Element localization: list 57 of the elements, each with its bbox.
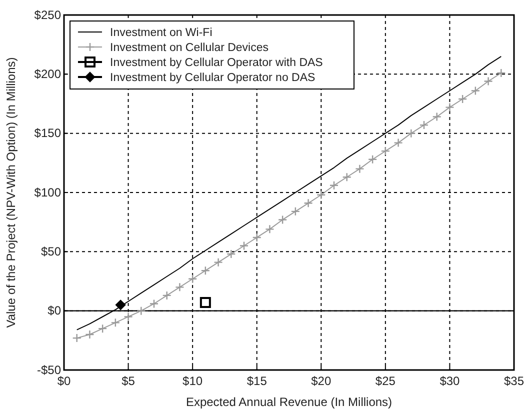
x-tick-label: $0: [57, 374, 71, 388]
point: [175, 282, 184, 292]
y-tick-label: -$50: [36, 362, 62, 377]
point: [394, 138, 403, 148]
point: [110, 318, 120, 328]
y-tick-label: $100: [34, 185, 62, 200]
y-axis-title: Value of the Project (NPV-With Option) (In Millions): [4, 57, 18, 328]
point: [368, 154, 378, 164]
point: [85, 330, 94, 340]
point: [380, 146, 390, 156]
point: [239, 241, 249, 250]
point: [484, 76, 493, 86]
y-tick-label: $250: [34, 8, 62, 22]
x-tick-label: $10: [182, 374, 203, 388]
point: [162, 290, 172, 300]
point: [72, 333, 82, 343]
x-tick-label: $20: [311, 374, 332, 388]
point: [470, 86, 480, 96]
y-tick-label: $0: [48, 304, 62, 318]
point: [316, 190, 326, 200]
point: [290, 206, 300, 216]
point: [124, 312, 133, 322]
point: [252, 232, 262, 242]
point: [458, 94, 468, 104]
point: [355, 164, 364, 174]
x-tick-label: $5: [122, 374, 136, 388]
point: [214, 258, 223, 267]
legend-label: Investment by Cellular Operator with DAS: [110, 57, 324, 69]
point: [432, 112, 442, 122]
point: [200, 266, 210, 276]
y-tick-label: $150: [34, 126, 62, 140]
x-tick-label: $35: [504, 374, 524, 388]
legend-label: Investment by Cellular Operator no DAS: [110, 72, 316, 84]
y-tick-label: $50: [40, 244, 62, 259]
x-tick-label: $30: [440, 374, 460, 388]
x-tick-label: $15: [246, 374, 268, 388]
point: [329, 180, 339, 190]
point: [342, 172, 352, 182]
point: [419, 120, 429, 130]
point: [496, 68, 506, 78]
point: [265, 224, 274, 234]
point: [200, 297, 211, 308]
point: [406, 128, 416, 138]
legend-label: Investment on Wi-Fi: [110, 27, 212, 39]
point: [98, 324, 108, 334]
x-tick-label: $25: [375, 374, 396, 388]
x-axis-title: Expected Annual Revenue (In Millions): [186, 395, 392, 409]
point: [445, 102, 454, 112]
y-tick-label: $200: [34, 67, 62, 82]
point: [136, 306, 146, 316]
point: [278, 215, 288, 224]
point: [188, 274, 198, 284]
point: [149, 299, 159, 308]
point: [304, 198, 313, 208]
legend-label: Investment on Cellular Devices: [110, 42, 269, 54]
point: [226, 249, 236, 259]
point: [115, 300, 126, 310]
